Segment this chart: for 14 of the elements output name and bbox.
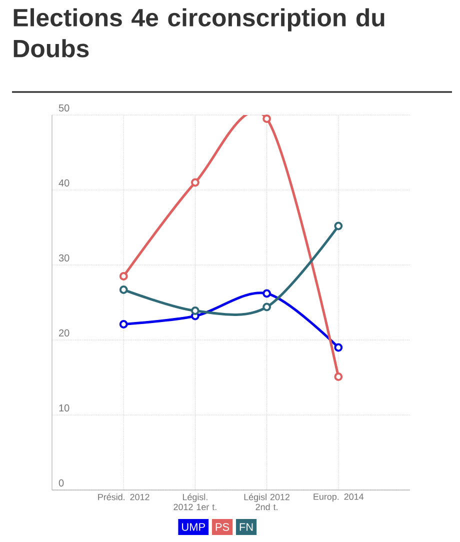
- text: FN: [240, 523, 253, 531]
- y-tick-label: 50: [58, 104, 70, 112]
- y-tick-label: 20: [59, 329, 70, 336]
- y-tick-label: 30: [58, 254, 70, 262]
- x-tick-label: Législ. 2012 1er t.: [174, 494, 216, 510]
- y-tick-label: 0: [58, 479, 64, 486]
- x-tick-label: Législ 2012 2nd t.: [244, 494, 290, 510]
- chart-title: Elections 4e circonscription du Doubs: [14, 8, 384, 58]
- text: PS: [216, 523, 230, 531]
- x-tick-label: Présid. 2012: [98, 494, 150, 500]
- x-tick-label: Europ. 2014: [314, 494, 364, 502]
- y-tick-label: 10: [59, 404, 70, 412]
- text: UMP: [182, 523, 205, 531]
- y-tick-label: 40: [58, 179, 70, 186]
